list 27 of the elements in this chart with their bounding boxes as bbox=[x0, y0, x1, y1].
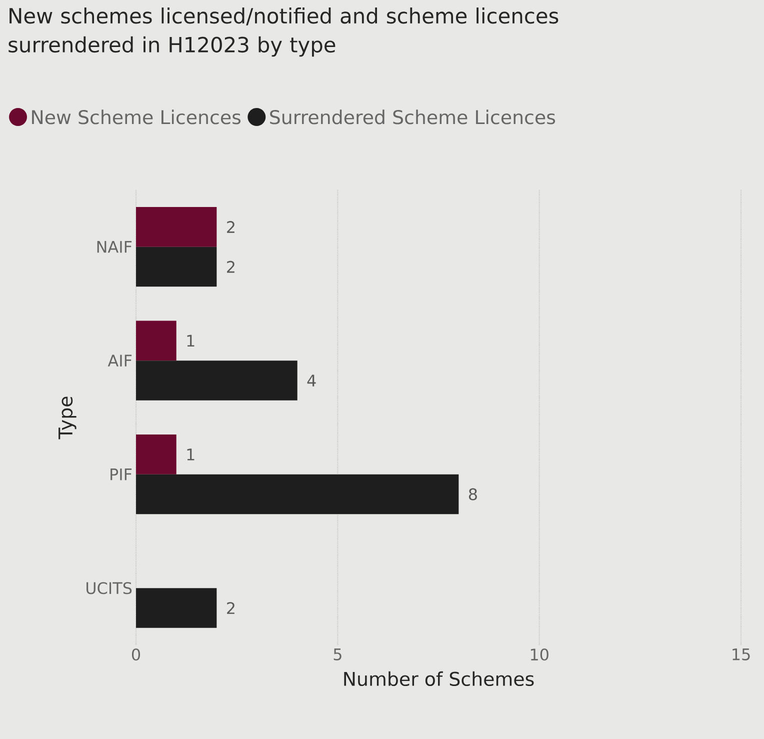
legend-label: Surrendered Scheme Licences bbox=[270, 110, 556, 124]
bar bbox=[136, 474, 459, 514]
data-label: 2 bbox=[227, 260, 234, 273]
bar bbox=[136, 320, 176, 361]
bar bbox=[136, 588, 217, 628]
x-tick-label: 15 bbox=[732, 648, 750, 660]
data-label: 1 bbox=[187, 448, 194, 460]
bar bbox=[136, 360, 298, 400]
bar bbox=[136, 207, 217, 247]
data-label: 8 bbox=[468, 488, 477, 500]
y-tick-label: PIF bbox=[110, 468, 132, 480]
bar bbox=[136, 434, 176, 474]
y-tick-label: AIF bbox=[108, 354, 132, 366]
x-tick-label: 0 bbox=[132, 648, 140, 661]
chart-title: New schemes licensed/notified and scheme licences surrendered in H12023 by type bbox=[8, 8, 558, 57]
x-axis-title: Number of Schemes bbox=[344, 671, 534, 686]
y-axis-title: Type bbox=[58, 396, 76, 440]
data-label: 4 bbox=[307, 374, 316, 386]
x-tick-label: 5 bbox=[334, 648, 342, 660]
data-label: 1 bbox=[187, 334, 194, 347]
y-tick-label: NAIF bbox=[97, 241, 132, 253]
data-label: 2 bbox=[227, 221, 234, 233]
bar bbox=[136, 246, 217, 287]
data-label: 2 bbox=[227, 602, 234, 614]
x-tick-label: 10 bbox=[530, 648, 548, 661]
legend-label: New Scheme Licences bbox=[32, 110, 241, 124]
y-tick-label: UCITS bbox=[86, 582, 132, 594]
